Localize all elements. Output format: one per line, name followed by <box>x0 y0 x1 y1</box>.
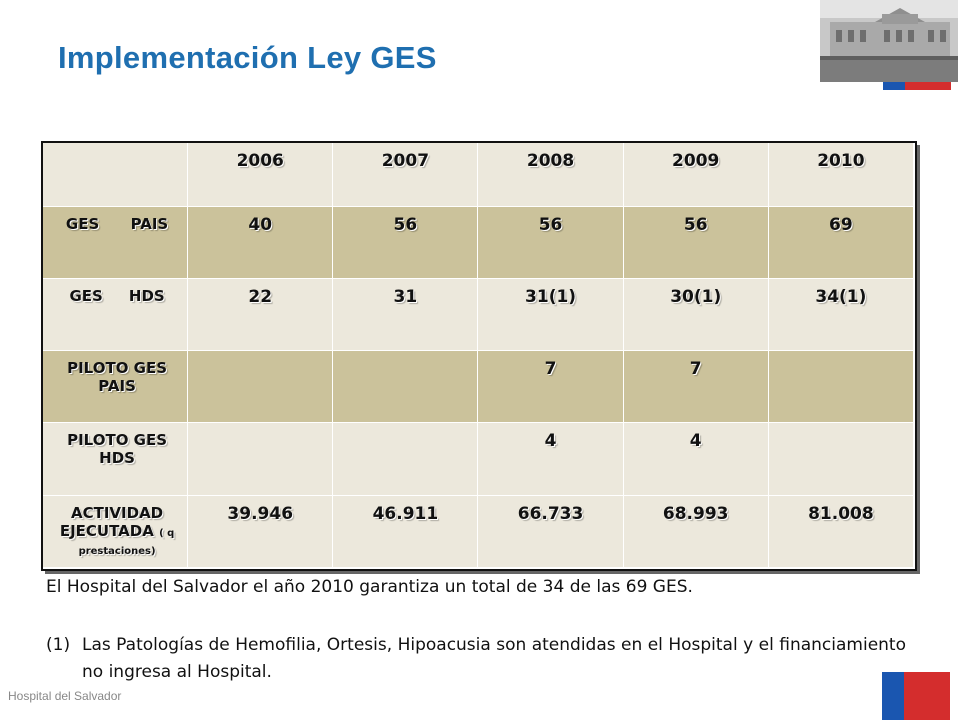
table-cell: 31 <box>332 277 479 352</box>
flag-stripe-top <box>883 82 951 90</box>
header-empty-cell <box>41 142 189 207</box>
table-cell: 4 <box>477 422 624 496</box>
table-row: PILOTO GES PAIS 7 7 <box>41 350 915 424</box>
table-cell: 4 <box>622 422 769 496</box>
table-row: GES HDS 22 31 31(1) 30(1) 34(1) <box>41 277 915 352</box>
table-cell <box>332 350 479 424</box>
year-header: 2007 <box>332 142 479 207</box>
table-row: GES PAIS 40 56 56 56 69 <box>41 205 915 279</box>
footnote-number: (1) <box>46 635 71 655</box>
table-cell: 69 <box>767 205 915 279</box>
footnote-text: Las Patologías de Hemofilia, Ortesis, Hi… <box>82 635 906 683</box>
hospital-building-photo <box>820 0 958 82</box>
year-header: 2008 <box>477 142 624 207</box>
table-cell: 7 <box>622 350 769 424</box>
slide-title: Implementación Ley GES <box>58 40 437 75</box>
table-header-row: 2006 2007 2008 2009 2010 <box>41 142 915 207</box>
table-cell: 81.008 <box>767 494 915 569</box>
row-label: PILOTO GES HDS <box>41 422 189 496</box>
table-cell: 46.911 <box>332 494 479 569</box>
row-label-sub: ( q prestaciones) <box>78 527 175 557</box>
table-cell: 56 <box>332 205 479 279</box>
row-label: GES PAIS <box>41 205 189 279</box>
table-cell <box>187 422 334 496</box>
year-header: 2009 <box>622 142 769 207</box>
table-cell: 34(1) <box>767 277 915 352</box>
year-header: 2006 <box>187 142 334 207</box>
table-cell: 40 <box>187 205 334 279</box>
table-cell: 31(1) <box>477 277 624 352</box>
table-cell: 56 <box>622 205 769 279</box>
table-cell: 39.946 <box>187 494 334 569</box>
table-cell: 7 <box>477 350 624 424</box>
table-cell: 68.993 <box>622 494 769 569</box>
ges-table: 2006 2007 2008 2009 2010 GES PAIS 40 56 … <box>41 142 915 569</box>
flag-logo-bottom <box>882 672 950 720</box>
table-cell <box>767 422 915 496</box>
table-row: ACTIVIDAD EJECUTADA ( q prestaciones) 39… <box>41 494 915 569</box>
row-label: GES HDS <box>41 277 189 352</box>
table-cell: 30(1) <box>622 277 769 352</box>
summary-text: El Hospital del Salvador el año 2010 gar… <box>46 577 693 597</box>
table-cell <box>332 422 479 496</box>
table-cell <box>767 350 915 424</box>
row-label-main: ACTIVIDAD EJECUTADA <box>59 503 164 540</box>
table-cell: 66.733 <box>477 494 624 569</box>
footnote: (1) Las Patologías de Hemofilia, Ortesis… <box>46 632 906 686</box>
table-cell: 22 <box>187 277 334 352</box>
year-header: 2010 <box>767 142 915 207</box>
table-cell <box>187 350 334 424</box>
table-row: PILOTO GES HDS 4 4 <box>41 422 915 496</box>
footer-label: Hospital del Salvador <box>8 689 122 703</box>
row-label: PILOTO GES PAIS <box>41 350 189 424</box>
table-cell: 56 <box>477 205 624 279</box>
row-label: ACTIVIDAD EJECUTADA ( q prestaciones) <box>41 494 189 569</box>
